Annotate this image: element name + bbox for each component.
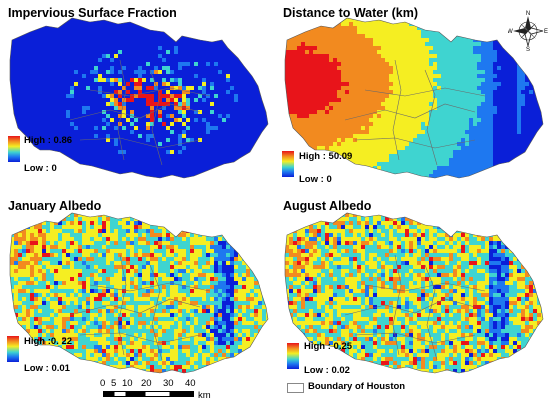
- legend-low-label: Low : 0: [24, 163, 57, 174]
- legend-color-ramp: [8, 136, 20, 162]
- scale-tick-label: 20: [141, 378, 152, 389]
- county-outline: [284, 17, 544, 179]
- scale-tick-label: 0: [100, 378, 106, 389]
- compass-e: E: [544, 29, 548, 35]
- compass-s: S: [526, 47, 530, 52]
- compass-rose-icon: N S E W: [508, 11, 548, 52]
- scale-bar-graphic: [103, 391, 194, 397]
- panel-title: January Albedo: [8, 199, 102, 213]
- county-outline: [9, 17, 269, 179]
- panel-august-albedo: August Albedo High : 0.25 Low : 0.02: [275, 195, 550, 385]
- scale-tick-label: 30: [163, 378, 174, 389]
- compass-n: N: [526, 11, 530, 17]
- legend-color-ramp: [7, 336, 19, 362]
- houston-boundary-lines: [69, 59, 211, 166]
- panel-impervious-surface: Impervious Surface Fraction High : 0.86 …: [0, 0, 275, 190]
- county-outline: [284, 212, 544, 374]
- legend-high-label: High : 0.25: [304, 341, 353, 352]
- legend-high-label: High :0. 22: [24, 336, 73, 347]
- legend-low-label: Low : 0: [299, 174, 332, 185]
- panel-january-albedo: January Albedo High :0. 22 Low : 0.01: [0, 195, 275, 385]
- houston-boundary-lines: [344, 254, 486, 361]
- legend-high-label: High : 0.86: [24, 135, 73, 146]
- legend-high-label: High : 50.09: [299, 151, 353, 162]
- legend-low-label: Low : 0.02: [304, 365, 350, 376]
- scale-bar: 0 5 10 20 30 40 km: [100, 378, 400, 401]
- boundary-swatch: [287, 383, 304, 393]
- map-distance-to-water: [284, 17, 544, 179]
- scale-tick-label: 10: [122, 378, 133, 389]
- map-january-albedo: [9, 212, 269, 374]
- houston-boundary-lines: [69, 254, 211, 361]
- legend-low-label: Low : 0.01: [24, 363, 70, 374]
- houston-boundary-lines: [344, 59, 486, 166]
- map-august-albedo: [284, 212, 544, 374]
- legend-color-ramp: [282, 151, 294, 177]
- map-impervious-surface: [9, 17, 269, 179]
- boundary-legend-label: Boundary of Houston: [308, 381, 406, 392]
- panel-title: Impervious Surface Fraction: [8, 6, 177, 20]
- scale-tick-label: 40: [185, 378, 196, 389]
- compass-w: W: [508, 29, 513, 35]
- scale-tick-label: 5: [111, 378, 117, 389]
- legend-color-ramp: [287, 343, 299, 369]
- panel-distance-to-water: Distance to Water (km) High : 50.09 Low …: [275, 0, 550, 190]
- raster-cells: [10, 213, 268, 373]
- scale-unit-label: km: [198, 390, 211, 401]
- panel-title: Distance to Water (km): [283, 6, 418, 20]
- panel-title: August Albedo: [283, 199, 372, 213]
- raster-cells: [285, 213, 543, 373]
- raster-cells: [10, 18, 268, 178]
- county-outline: [9, 212, 269, 374]
